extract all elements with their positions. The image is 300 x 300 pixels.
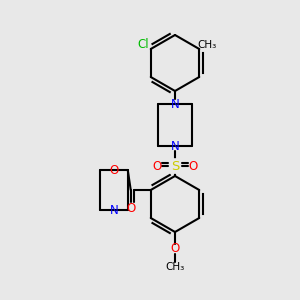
Text: O: O [152,160,162,172]
Text: N: N [171,140,179,152]
Text: S: S [171,160,179,172]
Text: O: O [170,242,180,256]
Text: O: O [188,160,198,172]
Text: Cl: Cl [137,38,148,52]
Text: O: O [126,202,135,214]
Text: CH₃: CH₃ [165,262,184,272]
Text: N: N [171,98,179,110]
Text: CH₃: CH₃ [198,40,217,50]
Text: O: O [109,164,119,176]
Text: N: N [110,203,118,217]
